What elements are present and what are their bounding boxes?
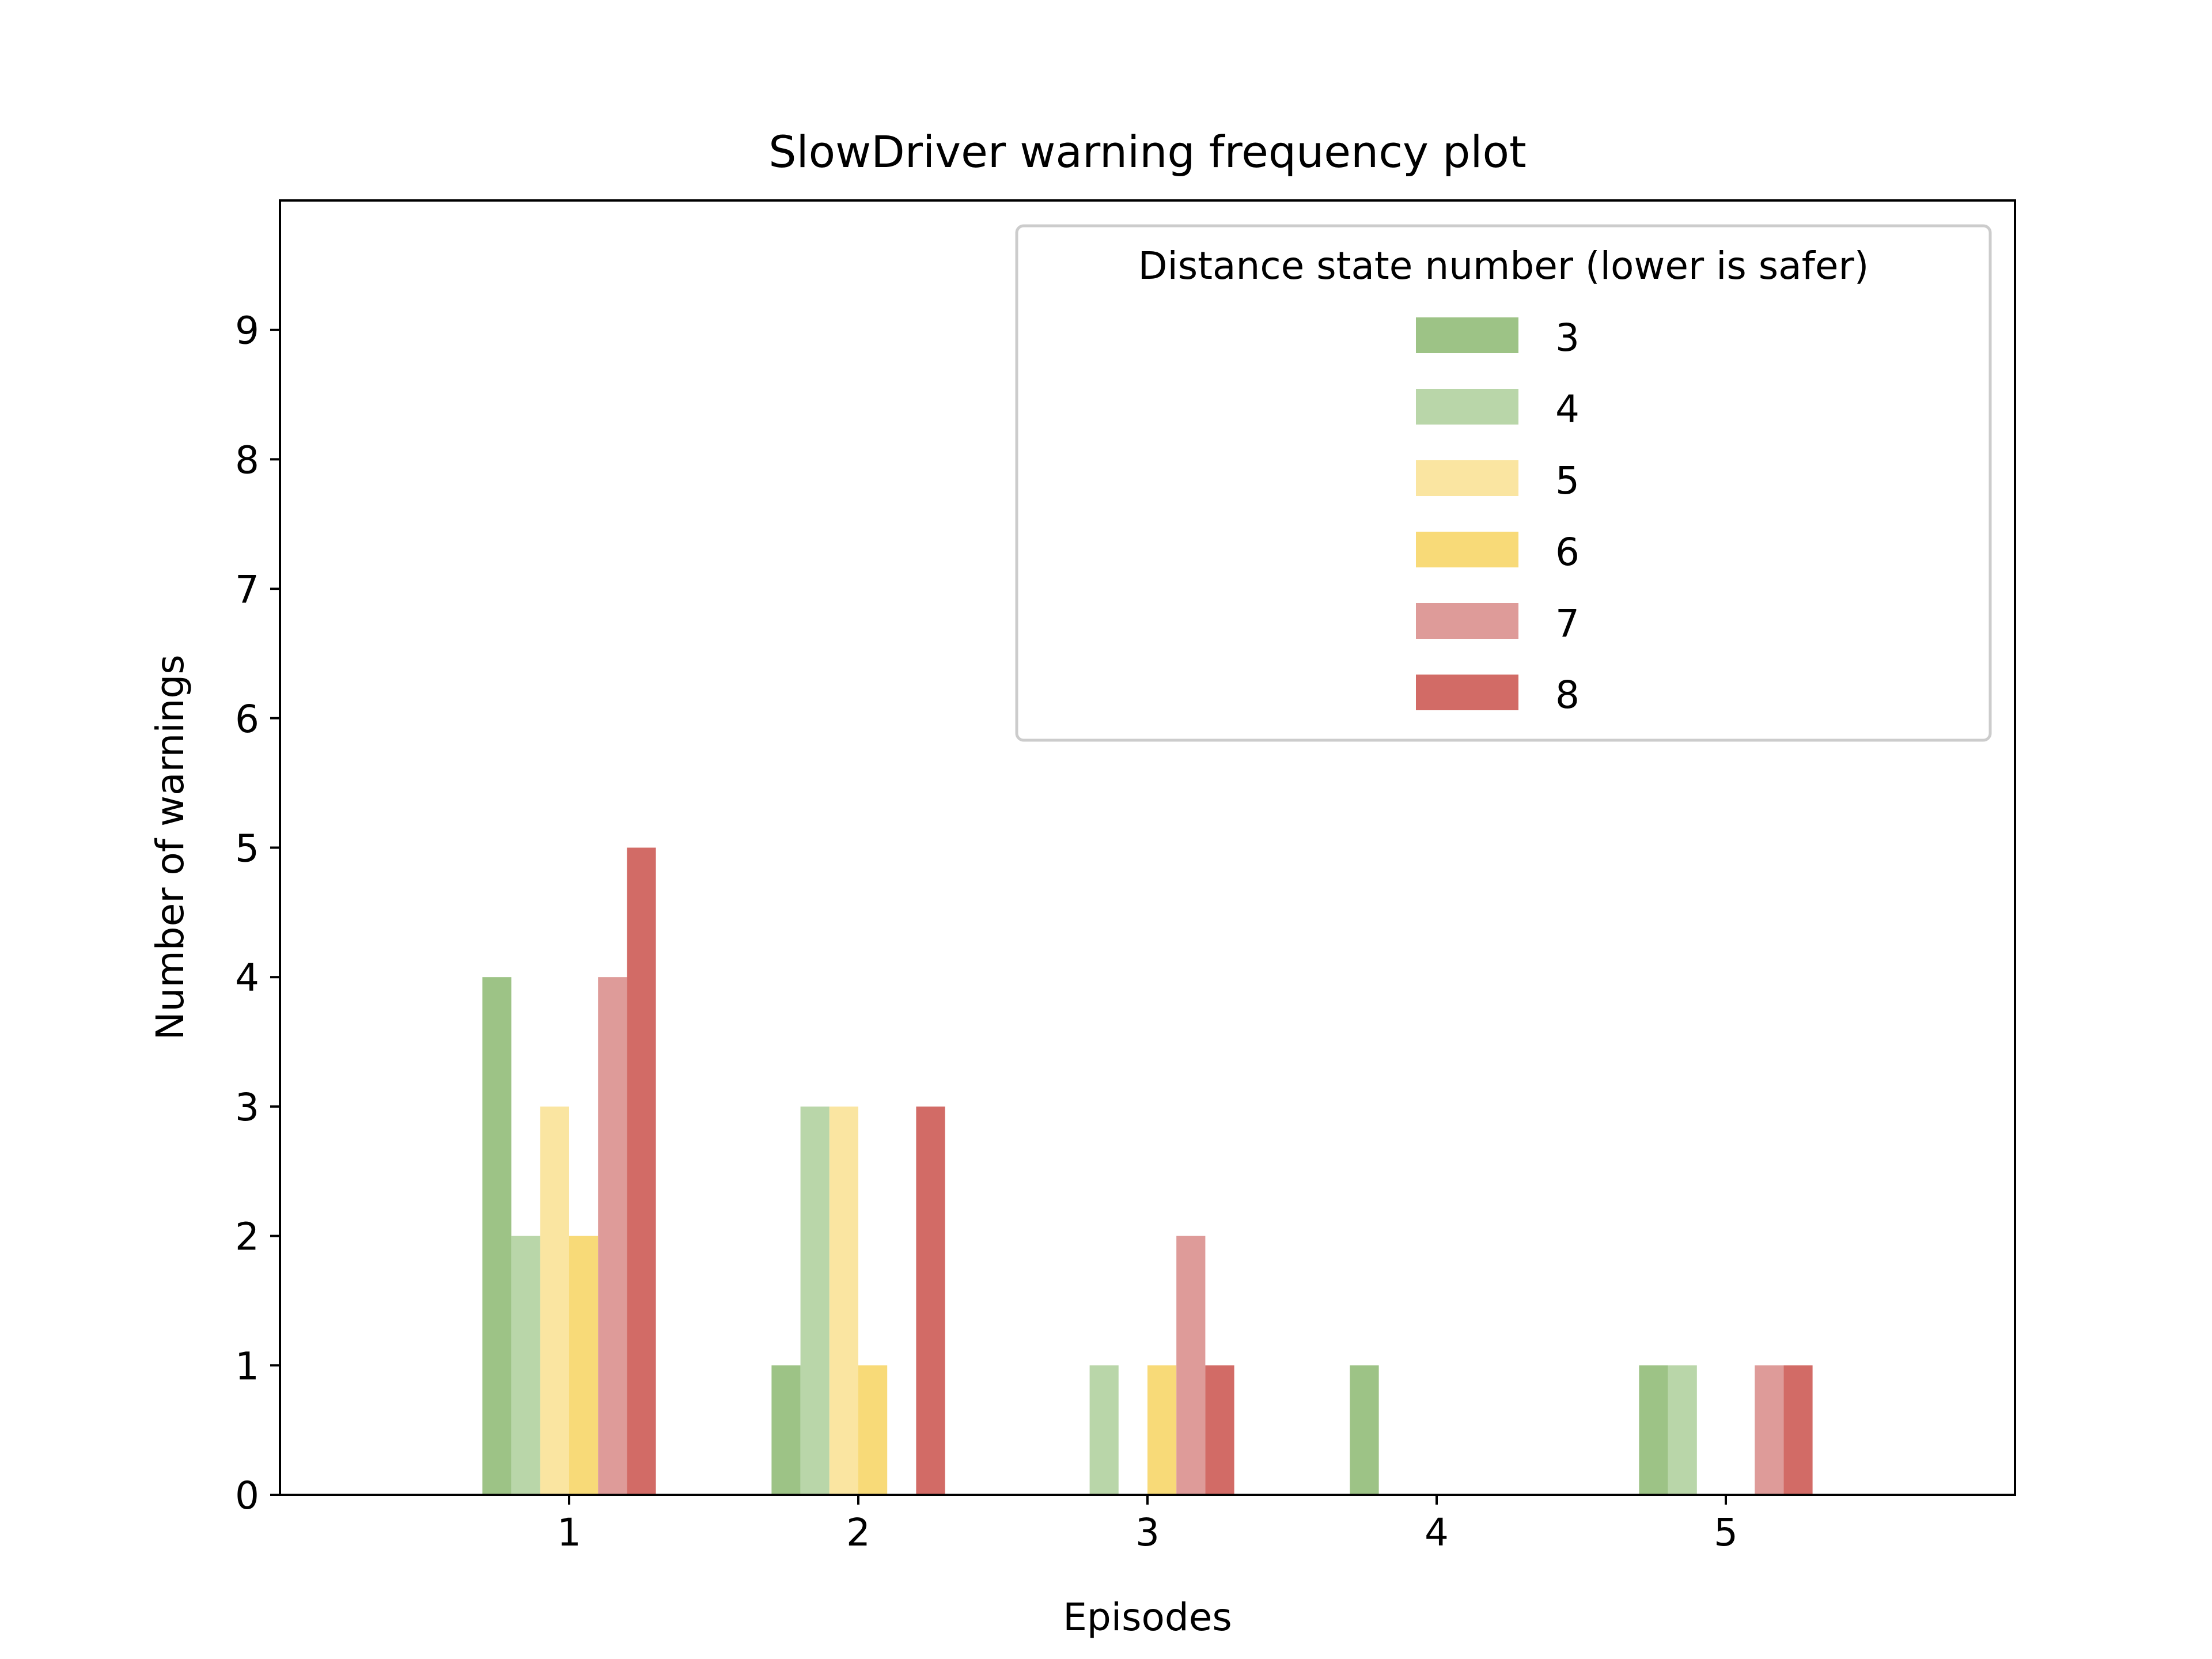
legend-label-5: 5 [1555,459,1580,503]
y-tick-label: 5 [235,827,259,871]
bar-series-3-episode-4 [1350,1365,1379,1495]
bar-series-8-episode-1 [627,847,656,1495]
legend-swatch-5 [1416,460,1518,496]
plot-frame [279,199,2016,1496]
y-axis-label: Number of warnings [148,654,192,1040]
y-tick-label: 0 [235,1474,259,1518]
bar-series-8-episode-5 [1783,1365,1813,1495]
legend-swatch-6 [1416,532,1518,567]
bar-series-3-episode-1 [482,977,512,1495]
bars-group [482,847,1813,1495]
legend-entries: 3 4 5 6 7 8 [1416,316,1580,717]
legend-title: Distance state number (lower is safer) [1138,244,1869,288]
y-tick-label: 9 [235,309,259,353]
bar-series-4-episode-1 [511,1236,540,1495]
x-tick-label: 5 [1714,1510,1738,1555]
legend-label-8: 8 [1555,673,1580,717]
y-tick-label: 7 [235,567,259,612]
ticks-group: 1 2 3 4 5 0 1 2 3 4 5 6 7 8 9 [235,309,1738,1555]
x-tick-label: 2 [846,1510,870,1555]
bar-series-3-episode-2 [771,1365,801,1495]
y-tick-label: 8 [235,438,259,482]
legend-swatch-7 [1416,603,1518,639]
bar-series-5-episode-2 [829,1106,858,1495]
chart-title: SlowDriver warning frequency plot [768,126,1527,177]
bar-series-4-episode-2 [800,1106,830,1495]
y-tick-label: 6 [235,697,259,741]
legend-label-7: 7 [1555,601,1580,646]
bar-series-8-episode-2 [916,1106,945,1495]
x-tick-label: 1 [557,1510,581,1555]
x-tick-label: 4 [1425,1510,1449,1555]
bar-series-5-episode-1 [540,1106,569,1495]
bar-series-4-episode-5 [1668,1365,1697,1495]
bar-series-8-episode-3 [1205,1365,1234,1495]
bar-series-6-episode-1 [569,1236,599,1495]
legend: Distance state number (lower is safer) 3… [1015,224,1992,742]
bar-series-6-episode-2 [858,1365,888,1495]
x-tick-label: 3 [1135,1510,1160,1555]
legend-swatch-4 [1416,389,1518,425]
legend-swatch-8 [1416,675,1518,710]
y-tick-label: 3 [235,1085,259,1130]
y-tick-label: 2 [235,1215,259,1259]
bar-series-4-episode-3 [1089,1365,1119,1495]
bar-series-3-episode-5 [1639,1365,1668,1495]
y-tick-label: 1 [235,1344,259,1388]
legend-label-4: 4 [1555,387,1580,431]
x-axis-label: Episodes [1063,1595,1232,1639]
legend-label-6: 6 [1555,530,1580,574]
y-tick-label: 4 [235,956,259,1000]
legend-label-3: 3 [1555,316,1580,360]
bar-series-7-episode-3 [1176,1236,1206,1495]
bar-series-7-episode-5 [1755,1365,1784,1495]
bar-series-7-episode-1 [598,977,627,1495]
legend-swatch-3 [1416,317,1518,353]
bar-series-6-episode-3 [1147,1365,1177,1495]
